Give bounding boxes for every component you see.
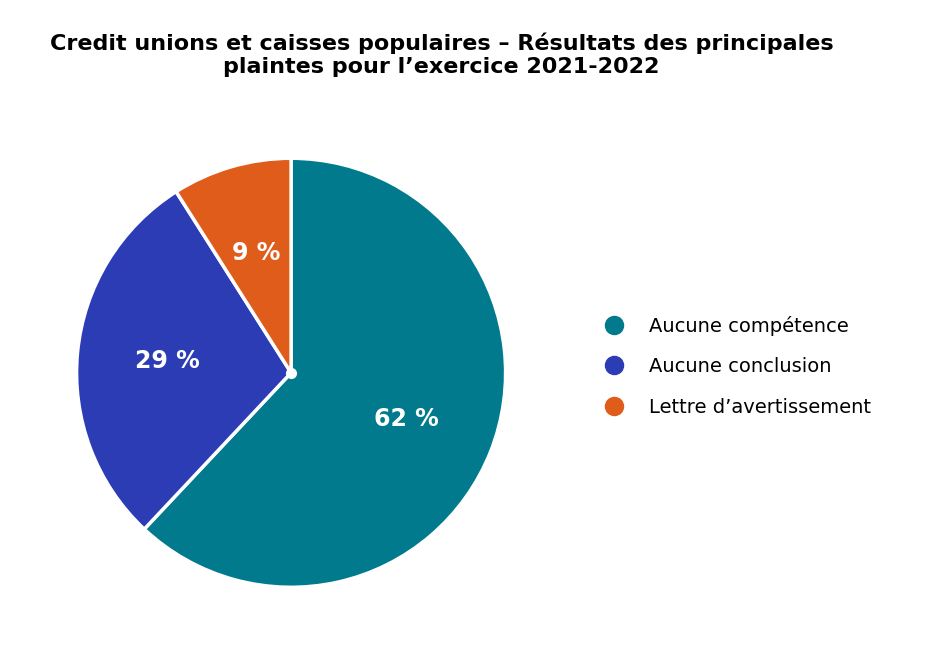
Wedge shape xyxy=(77,192,291,529)
Text: 62 %: 62 % xyxy=(375,407,439,430)
Legend: Aucune compétence, Aucune conclusion, Lettre d’avertissement: Aucune compétence, Aucune conclusion, Le… xyxy=(587,308,878,424)
Text: Credit unions et caisses populaires – Résultats des principales
plaintes pour l’: Credit unions et caisses populaires – Ré… xyxy=(50,33,833,77)
Wedge shape xyxy=(145,158,505,587)
Wedge shape xyxy=(177,158,291,373)
Text: 29 %: 29 % xyxy=(135,349,200,373)
Text: 9 %: 9 % xyxy=(232,241,281,266)
